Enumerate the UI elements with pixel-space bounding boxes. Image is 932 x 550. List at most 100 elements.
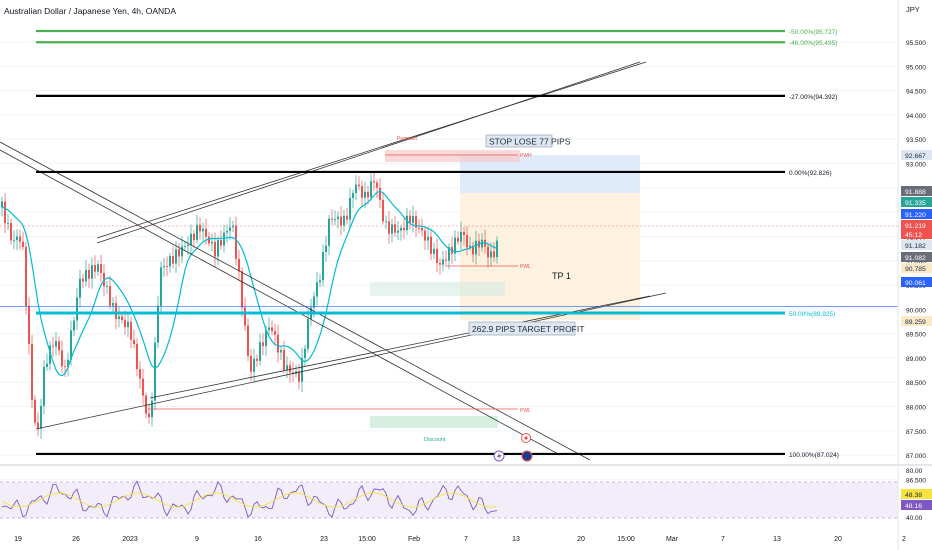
candle-body	[424, 230, 426, 241]
candle-body	[415, 215, 417, 228]
candle-body	[220, 240, 222, 246]
fib-level-label: -27.00%(94.392)	[789, 94, 837, 101]
candle-body	[244, 307, 246, 326]
candle-body	[475, 240, 477, 255]
fib-level-label: 100.00%(87.024)	[789, 452, 839, 459]
candle-body	[211, 241, 213, 244]
price-badge	[901, 150, 932, 160]
candle-body	[52, 345, 54, 347]
candle-body	[88, 269, 90, 279]
country-flag-icon[interactable]	[521, 450, 533, 462]
candle-body	[1, 201, 3, 208]
candle-body	[442, 259, 444, 265]
candle-body	[187, 244, 189, 247]
candle-body	[304, 348, 306, 358]
candle-body	[346, 215, 348, 220]
candle-body	[457, 237, 459, 242]
price-badge-label: 90.785	[905, 266, 926, 273]
target-profit-box	[468, 321, 576, 336]
candle-body	[364, 191, 366, 198]
price-badge	[901, 263, 932, 273]
candle-body	[28, 306, 30, 344]
candle-body	[286, 365, 288, 370]
candle-body	[325, 245, 327, 252]
fib-level-label: 0.00%(92.826)	[789, 170, 832, 177]
candle-body	[370, 181, 372, 198]
moving-average	[1, 190, 498, 377]
candle-body	[130, 321, 132, 340]
trend-line	[35, 292, 667, 430]
candle-body	[397, 230, 399, 233]
candle-body	[391, 224, 393, 234]
zones	[370, 150, 640, 428]
candle-body	[418, 227, 420, 229]
candle-body	[124, 320, 126, 328]
stop-loss-box	[485, 134, 553, 148]
candle-body	[55, 341, 57, 347]
candle-body	[178, 249, 180, 257]
pwl-label-2: PWL	[520, 408, 531, 414]
candle-body	[436, 248, 438, 264]
candle-body	[112, 303, 114, 306]
price-tick-label: 94.000	[906, 113, 926, 120]
price-badge-label: 90.061	[905, 280, 926, 287]
price-tick-label: 88.500	[906, 380, 926, 387]
price-badge-label: 91.182	[905, 243, 926, 250]
candle-body	[175, 249, 177, 264]
candle-body	[172, 255, 174, 264]
candle-body	[361, 186, 363, 198]
candle-body	[139, 369, 141, 379]
candle-body	[292, 372, 294, 374]
candle-body	[91, 265, 93, 279]
candle-body	[427, 236, 429, 241]
candle-body	[472, 245, 474, 255]
candle-body	[301, 357, 303, 382]
candle-body	[160, 267, 162, 306]
candle-body	[154, 342, 156, 401]
time-tick-label: 23	[320, 536, 328, 543]
candle-body	[10, 223, 12, 241]
time-tick-label: 13	[512, 536, 520, 543]
time-tick-label: 15:00	[358, 536, 376, 543]
candle-body	[100, 264, 102, 273]
candle-body	[433, 248, 435, 254]
price-tick-label: 90.000	[906, 307, 926, 314]
candle-body	[274, 331, 276, 335]
discount-label: Discount	[424, 437, 446, 443]
candle-body	[61, 350, 63, 367]
rsi-signal-line	[1, 492, 498, 508]
candle-body	[487, 246, 489, 258]
candle-body	[280, 350, 282, 353]
candle-body	[121, 316, 123, 321]
trend-line	[0, 149, 561, 456]
candle-body	[82, 278, 84, 282]
candle-body	[34, 399, 36, 423]
currency-label: JPY	[906, 5, 920, 14]
candle-body	[43, 366, 45, 406]
candle-body	[223, 232, 225, 246]
candle-body	[352, 192, 354, 199]
price-tick-label: 91.000	[906, 259, 926, 266]
time-tick-label: 2	[902, 536, 906, 543]
candle-body	[4, 201, 6, 224]
price-badge	[901, 240, 932, 250]
candle-body	[421, 227, 423, 231]
candle-body	[202, 228, 204, 232]
price-tick-label: 87.000	[906, 453, 926, 460]
lightning-glyph	[497, 452, 502, 461]
candle-body	[376, 182, 378, 188]
candle-body	[73, 320, 75, 331]
time-tick-label: Mar	[666, 536, 679, 543]
candle-body	[394, 224, 396, 233]
price-badge-label: 91.082	[905, 255, 926, 262]
discount-zone	[370, 416, 498, 428]
candle-body	[460, 231, 462, 242]
candle-body	[385, 221, 387, 223]
candle-body	[349, 198, 351, 220]
candle-body	[13, 240, 15, 241]
candle-body	[118, 316, 120, 320]
price-tick-label: 93.000	[906, 162, 926, 169]
fib-level-label: -46.00%(95.495)	[789, 40, 837, 47]
rsi-tick-label: 80.00	[906, 468, 923, 475]
